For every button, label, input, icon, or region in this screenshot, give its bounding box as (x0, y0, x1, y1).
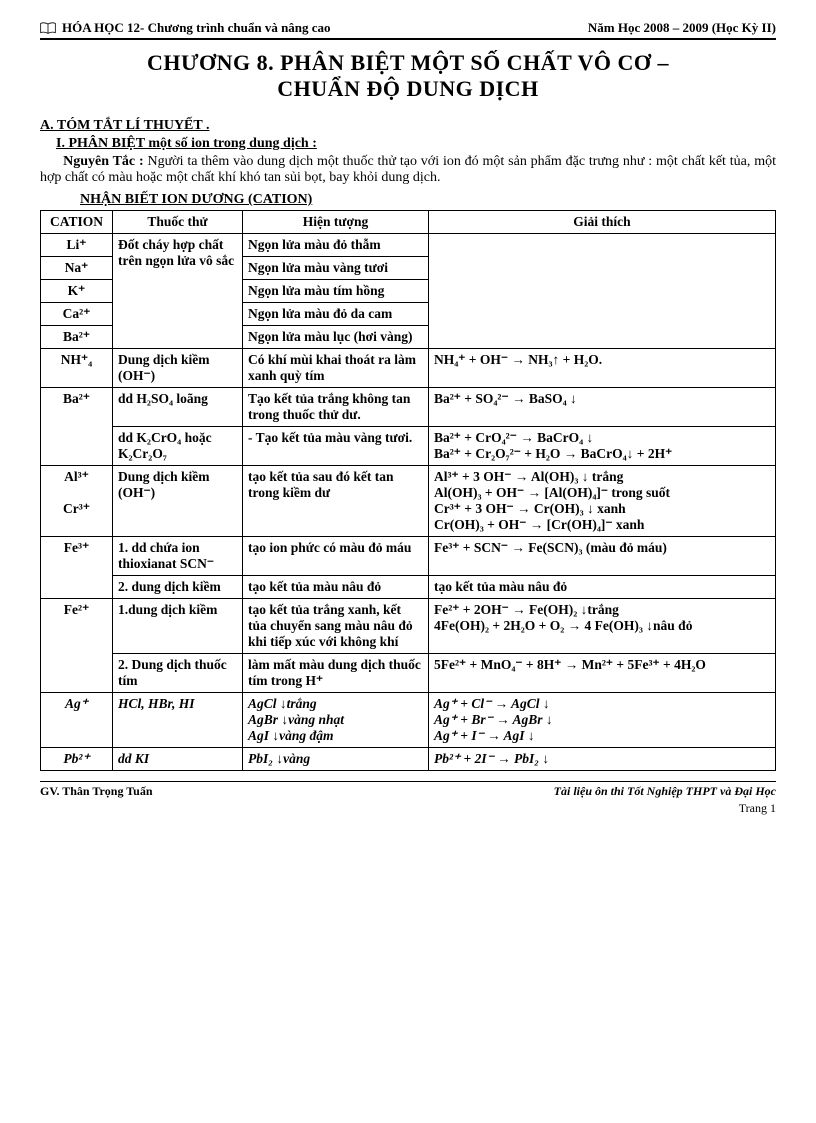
col-phenomenon: Hiện tượng (243, 211, 429, 234)
table-row: 2. dung dịch kiềm tạo kết tủa màu nâu đỏ… (41, 576, 776, 599)
table-row: Ba²⁺ dd H₂SO₄ loãng Tạo kết tủa trắng kh… (41, 388, 776, 427)
table-row: dd K₂CrO₄ hoặc K₂Cr₂O₇ - Tạo kết tủa màu… (41, 427, 776, 466)
footer-left: GV. Thân Trọng Tuấn (40, 784, 153, 799)
page-header: HÓA HỌC 12- Chương trình chuẩn và nâng c… (40, 20, 776, 40)
book-icon (40, 22, 56, 34)
table-row: NH⁺₄ Dung dịch kiềm (OH⁻) Có khí mùi kha… (41, 349, 776, 388)
table-row: Li⁺ Đốt cháy hợp chất trên ngọn lửa vô s… (41, 234, 776, 257)
col-cation: CATION (41, 211, 113, 234)
col-reagent: Thuốc thử (113, 211, 243, 234)
table-row: Al³⁺ Cr³⁺ Dung dịch kiềm (OH⁻) tạo kết t… (41, 466, 776, 537)
header-left-text: HÓA HỌC 12- Chương trình chuẩn và nâng c… (62, 20, 331, 36)
section-a-heading: A. TÓM TẮT LÍ THUYẾT . (40, 118, 776, 134)
section-i-heading: I. PHÂN BIỆT một số ion trong dung dịch … (56, 136, 776, 152)
col-explanation: Giải thích (429, 211, 776, 234)
table-row: 2. Dung dịch thuốc tím làm mất màu dung … (41, 654, 776, 693)
cation-table: CATION Thuốc thử Hiện tượng Giải thích L… (40, 210, 776, 771)
header-right-text: Năm Học 2008 – 2009 (Học Kỳ II) (588, 20, 776, 36)
table-row: Fe³⁺ 1. dd chứa ion thioxianat SCN⁻ tạo … (41, 537, 776, 576)
chapter-title: CHƯƠNG 8. PHÂN BIỆT MỘT SỐ CHẤT VÔ CƠ – … (40, 50, 776, 102)
footer-right: Tài liệu ôn thi Tốt Nghiệp THPT và Đại H… (554, 784, 776, 799)
page-footer: GV. Thân Trọng Tuấn Tài liệu ôn thi Tốt … (40, 781, 776, 799)
table-row: Ag⁺ HCl, HBr, HI AgCl ↓trắng AgBr ↓vàng … (41, 693, 776, 748)
table-row: Pb²⁺ dd KI PbI₂ ↓vàng Pb²⁺ + 2I⁻ → PbI₂ … (41, 748, 776, 771)
subheading-cation: NHẬN BIẾT ION DƯƠNG (CATION) (80, 192, 776, 208)
flame-reagent-cell: Đốt cháy hợp chất trên ngọn lửa vô sắc (113, 234, 243, 349)
page-number: Trang 1 (40, 801, 776, 816)
table-row: Fe²⁺ 1.dung dịch kiềm tạo kết tủa trắng … (41, 599, 776, 654)
table-header-row: CATION Thuốc thử Hiện tượng Giải thích (41, 211, 776, 234)
principle-paragraph: Nguyên Tắc : Người ta thêm vào dung dịch… (40, 154, 776, 186)
